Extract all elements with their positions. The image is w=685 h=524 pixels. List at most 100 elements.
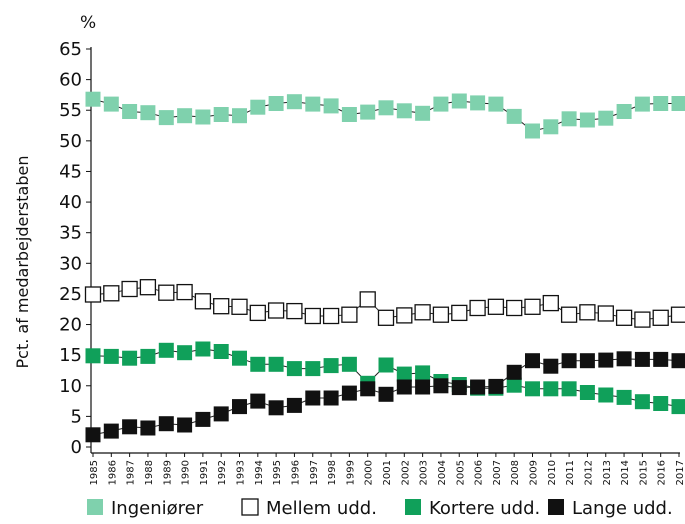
data-point — [85, 91, 101, 107]
data-point — [524, 298, 541, 315]
data-point — [286, 361, 302, 377]
data-point — [377, 309, 395, 326]
series-2 — [85, 341, 685, 415]
series-3 — [85, 351, 685, 443]
x-tick-label: 2013 — [602, 460, 613, 485]
data-point — [378, 100, 394, 116]
data-point — [506, 299, 523, 317]
data-point — [671, 353, 685, 369]
y-tick-label: 50 — [59, 131, 82, 152]
legend-item-2: Kortere udd. — [405, 498, 540, 519]
y-tick-label: 65 — [59, 39, 82, 60]
legend-label: Lange udd. — [572, 498, 673, 519]
data-point — [232, 108, 247, 124]
y-tick-label: 30 — [59, 253, 82, 274]
data-point — [560, 306, 578, 323]
data-point — [286, 94, 302, 110]
data-point — [305, 96, 321, 112]
legend-swatch — [405, 499, 421, 515]
data-point — [158, 342, 174, 358]
data-point — [543, 119, 559, 135]
legend-label: Mellem udd. — [266, 498, 377, 519]
data-point — [652, 309, 669, 326]
data-point — [304, 307, 321, 325]
x-tick-label: 1989 — [162, 460, 173, 485]
legend-label: Kortere udd. — [429, 498, 540, 519]
data-point — [194, 293, 212, 310]
y-tick-label: 40 — [59, 192, 82, 213]
x-tick-label: 2015 — [638, 460, 649, 485]
data-point — [103, 285, 120, 302]
data-point — [670, 306, 685, 323]
data-point — [323, 390, 339, 406]
data-point — [158, 416, 174, 432]
data-point — [341, 356, 357, 372]
y-tick-label: 5 — [71, 406, 82, 427]
data-point — [122, 104, 138, 119]
data-point — [543, 358, 559, 374]
y-tick-label: 15 — [59, 345, 82, 366]
y-axis-title: Pct. af medarbejderstaben — [13, 156, 32, 369]
data-point — [506, 108, 522, 124]
x-tick-label: 1998 — [327, 460, 338, 485]
data-point — [286, 397, 302, 413]
data-point — [432, 306, 450, 323]
x-tick-label: 1985 — [89, 460, 100, 485]
data-point — [616, 389, 632, 405]
data-point — [360, 104, 376, 120]
data-point — [525, 353, 540, 369]
data-point — [84, 286, 102, 303]
data-point — [634, 311, 651, 328]
y-tick-label: 25 — [59, 284, 82, 305]
data-point — [506, 377, 522, 393]
x-tick-label: 1997 — [309, 460, 320, 485]
data-point — [103, 348, 119, 364]
data-point — [213, 406, 229, 422]
data-point — [140, 420, 156, 436]
x-tick-label: 2008 — [510, 460, 521, 485]
legend-swatch — [241, 498, 259, 516]
data-point — [213, 344, 229, 359]
x-tick-label: 1996 — [290, 460, 301, 485]
x-tick-label: 2011 — [565, 460, 576, 485]
data-point — [286, 302, 303, 320]
data-point — [470, 379, 486, 395]
data-point — [653, 96, 669, 111]
data-point — [195, 341, 211, 357]
data-point — [323, 98, 339, 114]
data-point — [341, 306, 358, 323]
data-point — [140, 348, 156, 364]
data-point — [634, 351, 650, 367]
series-1 — [84, 279, 685, 328]
data-point — [433, 378, 449, 394]
data-point — [415, 365, 431, 381]
data-point — [542, 294, 559, 312]
x-tick-label: 2012 — [583, 460, 594, 485]
data-point — [378, 357, 394, 373]
data-point — [579, 304, 596, 321]
data-point — [653, 396, 669, 411]
data-point — [506, 364, 522, 380]
y-tick-label: 20 — [59, 315, 82, 336]
data-point — [451, 304, 468, 322]
data-point — [415, 379, 431, 395]
data-point — [579, 112, 595, 128]
data-point — [598, 387, 614, 403]
data-point — [579, 385, 595, 400]
data-point — [267, 302, 285, 319]
data-point — [543, 381, 559, 397]
data-point — [122, 419, 138, 435]
axes: 0 5 10 15 20 25 30 35 40 45 50 55 60 65 1985 1986 1987 19… — [59, 39, 685, 485]
x-tick-label: 1990 — [181, 460, 192, 485]
y-unit-label: % — [80, 13, 96, 33]
y-tick-label: 55 — [59, 100, 82, 121]
data-point — [139, 279, 157, 296]
data-point — [396, 103, 412, 119]
data-point — [341, 107, 357, 122]
x-tick-label: 1987 — [126, 460, 137, 485]
data-point — [249, 304, 266, 322]
x-tick-label: 1999 — [345, 460, 356, 485]
legend: Ingeniører Mellem udd. Kortere udd. Lange u… — [87, 498, 673, 519]
data-point — [85, 348, 101, 364]
x-tick-label: 1991 — [199, 460, 210, 485]
